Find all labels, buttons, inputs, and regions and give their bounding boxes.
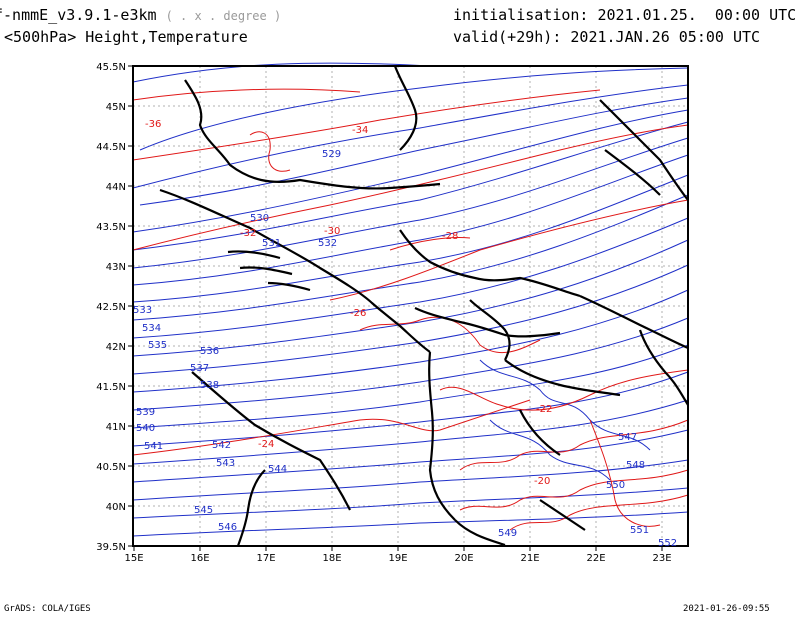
height-label: 540 bbox=[136, 423, 155, 434]
temperature-label: -30 bbox=[324, 226, 340, 237]
temperature-label: -24 bbox=[258, 439, 274, 450]
temperature-label: -20 bbox=[534, 476, 550, 487]
temperature-contours bbox=[132, 88, 689, 531]
lat-label: 43.5N bbox=[96, 222, 126, 233]
valid-value: 2021.JAN.26 05:00 UTC bbox=[570, 28, 761, 46]
lat-label: 42.5N bbox=[96, 302, 126, 313]
lat-label: 39.5N bbox=[96, 542, 126, 553]
height-label: 549 bbox=[498, 528, 517, 539]
height-label: 548 bbox=[626, 460, 645, 471]
temperature-label: -36 bbox=[145, 119, 161, 130]
lon-label: 19E bbox=[388, 553, 407, 564]
height-label: 550 bbox=[606, 480, 625, 491]
init-label: initialisation: bbox=[453, 6, 589, 24]
height-label: 534 bbox=[142, 323, 161, 334]
height-label: 529 bbox=[322, 149, 341, 160]
height-label: 539 bbox=[136, 407, 155, 418]
temperature-label: -26 bbox=[350, 308, 366, 319]
temperature-label: -34 bbox=[352, 125, 368, 136]
lat-label: 42N bbox=[106, 342, 126, 353]
height-label: 530 bbox=[250, 213, 269, 224]
temperature-label: -22 bbox=[536, 404, 552, 415]
height-label: 545 bbox=[194, 505, 213, 516]
field-title: <500hPa> Height,Temperature bbox=[4, 28, 248, 46]
height-label: 547 bbox=[618, 432, 637, 443]
lon-label: 17E bbox=[256, 553, 275, 564]
lat-label: 43N bbox=[106, 262, 126, 273]
valid-label: valid(+29h): bbox=[453, 28, 562, 46]
lat-label: 45N bbox=[106, 102, 126, 113]
height-label: 535 bbox=[148, 340, 167, 351]
lon-label: 18E bbox=[322, 553, 341, 564]
lon-label: 22E bbox=[586, 553, 605, 564]
unit-note: ( . x . degree ) bbox=[165, 9, 282, 23]
lon-label: 15E bbox=[124, 553, 143, 564]
lon-label: 16E bbox=[190, 553, 209, 564]
credit-text: GrADS: COLA/IGES bbox=[4, 604, 91, 614]
temperature-label: -28 bbox=[442, 231, 458, 242]
lon-label: 21E bbox=[520, 553, 539, 564]
lat-label: 44N bbox=[106, 182, 126, 193]
lat-label: 45.5N bbox=[96, 62, 126, 73]
lon-label: 20E bbox=[454, 553, 473, 564]
lat-label: 41N bbox=[106, 422, 126, 433]
valid-line: valid(+29h): 2021.JAN.26 05:00 UTC bbox=[453, 30, 760, 45]
temperature-labels: -36 -34 -32 -30 -28 -26 -24 -22 -20 bbox=[145, 119, 552, 487]
height-label: 546 bbox=[218, 522, 237, 533]
height-label: 543 bbox=[216, 458, 235, 469]
init-value: 2021.01.25. 00:00 UTC bbox=[597, 6, 797, 24]
height-label: 552 bbox=[658, 538, 677, 549]
lat-axis: 45.5N 45N 44.5N 44N 43.5N 43N 42.5N 42N … bbox=[96, 62, 126, 553]
model-name: f-nmmE_v3.9.1-e3km bbox=[0, 6, 157, 24]
height-label: 533 bbox=[133, 305, 152, 316]
lon-axis: 15E 16E 17E 18E 19E 20E 21E 22E 23E bbox=[124, 553, 671, 564]
height-label: 538 bbox=[200, 380, 219, 391]
model-title: f-nmmE_v3.9.1-e3km ( . x . degree ) bbox=[0, 8, 281, 23]
height-label: 531 bbox=[262, 238, 281, 249]
render-timestamp: 2021-01-26-09:55 bbox=[683, 604, 770, 614]
temperature-label: -32 bbox=[240, 228, 256, 239]
lat-label: 41.5N bbox=[96, 382, 126, 393]
lon-label: 23E bbox=[652, 553, 671, 564]
lat-label: 44.5N bbox=[96, 142, 126, 153]
coastlines bbox=[159, 65, 689, 547]
height-label: 541 bbox=[144, 441, 163, 452]
height-label: 537 bbox=[190, 363, 209, 374]
height-label: 544 bbox=[268, 464, 287, 475]
ticks bbox=[128, 65, 663, 551]
height-label: 551 bbox=[630, 525, 649, 536]
init-line: initialisation: 2021.01.25. 00:00 UTC bbox=[453, 8, 796, 23]
height-contours bbox=[132, 62, 689, 537]
height-label: 532 bbox=[318, 238, 337, 249]
lat-label: 40N bbox=[106, 502, 126, 513]
height-label: 542 bbox=[212, 440, 231, 451]
height-label: 536 bbox=[200, 346, 219, 357]
lat-label: 40.5N bbox=[96, 462, 126, 473]
height-labels: 529 530 531 532 533 534 535 536 537 538 … bbox=[133, 149, 677, 549]
